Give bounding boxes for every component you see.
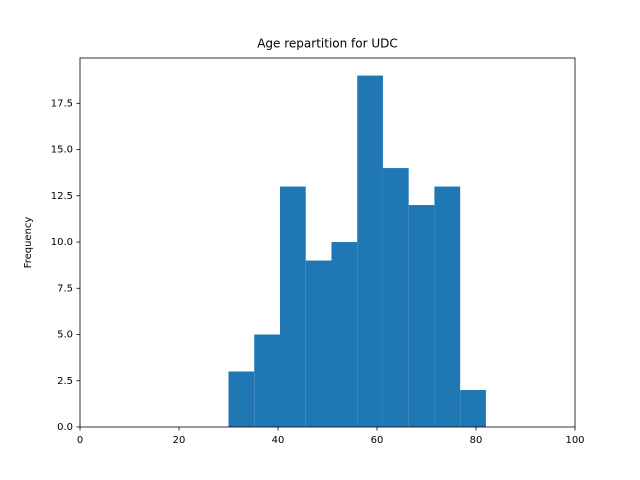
y-tick-label: 2.5 (57, 376, 73, 387)
x-tick-label: 80 (470, 435, 483, 446)
bar (357, 75, 383, 428)
x-tick-label: 0 (77, 435, 83, 446)
y-tick-label: 10.0 (51, 237, 73, 248)
y-tick-label: 5.0 (57, 330, 73, 341)
bar (460, 390, 486, 427)
bar (382, 168, 409, 428)
y-tick-label: 0.0 (57, 422, 73, 433)
plot-frame (79, 57, 576, 428)
bar (254, 334, 280, 427)
y-tick-label: 7.5 (57, 283, 73, 294)
x-tick-label: 100 (565, 435, 584, 446)
bar (434, 186, 461, 427)
y-tick-label: 12.5 (51, 191, 73, 202)
y-tick-label: 15.0 (51, 145, 73, 156)
x-tick-label: 60 (371, 435, 384, 446)
x-tick-label: 40 (272, 435, 285, 446)
bar (408, 205, 435, 427)
y-tick-label: 17.5 (51, 98, 73, 109)
y-axis-label: Frequency (23, 217, 34, 269)
bar (305, 260, 332, 427)
bar (279, 186, 306, 427)
chart-title: Age repartition for UDC (257, 37, 398, 51)
x-tick-label: 20 (173, 435, 186, 446)
bar (331, 242, 358, 427)
bar (228, 371, 255, 427)
